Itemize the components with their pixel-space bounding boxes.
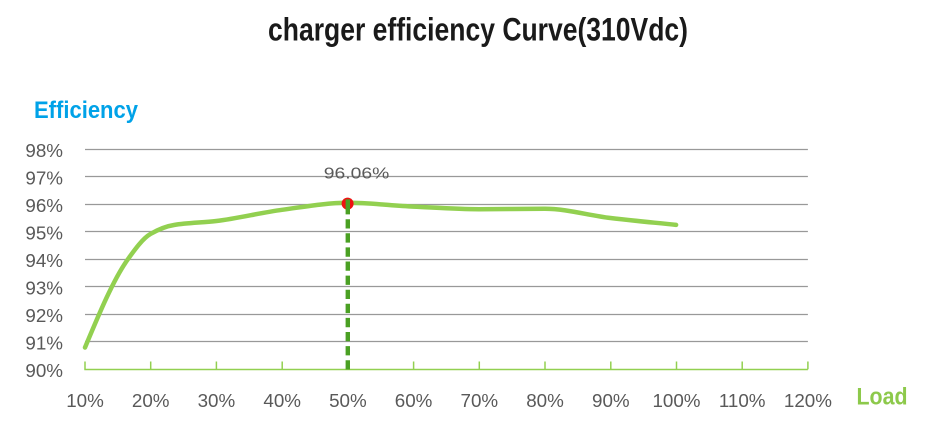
svg-text:98%: 98% [25,140,63,161]
svg-text:Efficiency: Efficiency [34,97,138,124]
svg-text:70%: 70% [461,390,499,411]
svg-text:96%: 96% [25,195,63,216]
svg-text:94%: 94% [25,250,63,271]
svg-text:charger efficiency Curve(310Vd: charger efficiency Curve(310Vdc) [268,12,688,48]
svg-text:60%: 60% [395,390,433,411]
svg-text:100%: 100% [652,390,700,411]
svg-text:30%: 30% [198,390,236,411]
svg-text:90%: 90% [592,390,630,411]
svg-text:40%: 40% [263,390,301,411]
svg-text:93%: 93% [25,278,63,299]
svg-text:Load: Load [857,384,908,411]
svg-text:10%: 10% [66,390,104,411]
svg-text:92%: 92% [25,305,63,326]
svg-text:20%: 20% [132,390,170,411]
svg-text:97%: 97% [25,167,63,188]
svg-text:90%: 90% [25,360,63,381]
svg-text:80%: 80% [526,390,564,411]
svg-text:110%: 110% [719,390,766,411]
svg-text:120%: 120% [784,390,832,411]
svg-text:95%: 95% [25,223,63,244]
svg-text:50%: 50% [329,390,367,411]
svg-text:91%: 91% [25,333,63,354]
svg-text:96.06%: 96.06% [324,166,390,183]
